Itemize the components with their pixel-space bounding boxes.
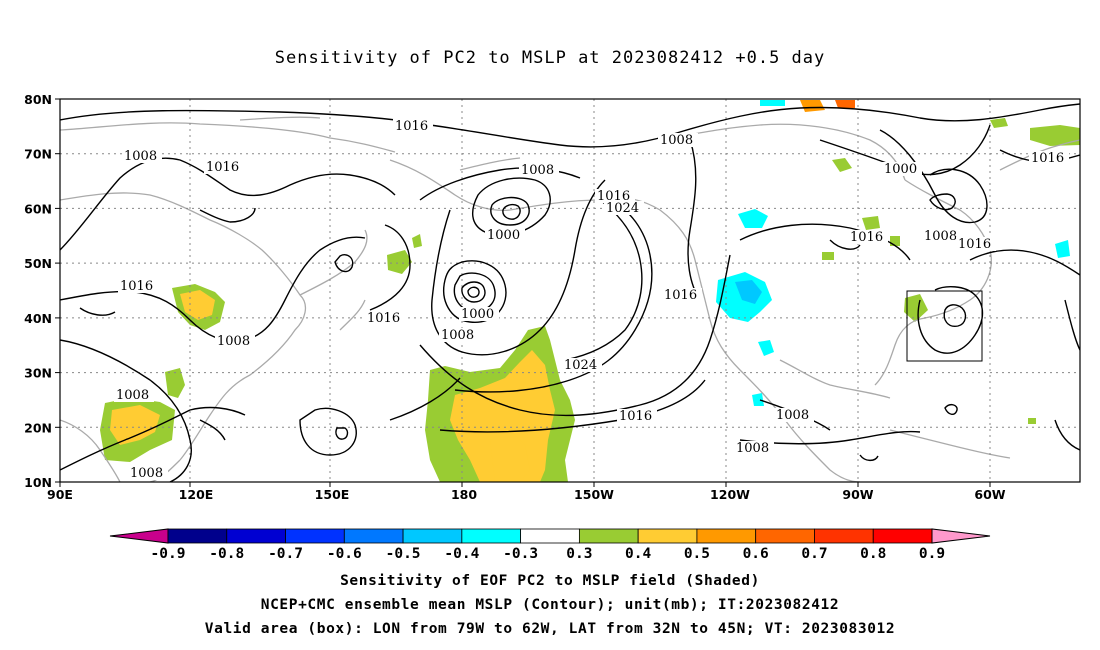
colorbar: -0.9 -0.8 -0.7 -0.6 -0.5 -0.4 -0.3 0.3 0.4 0.5 0.6… bbox=[109, 528, 991, 562]
colorbar-swatch bbox=[343, 528, 404, 544]
contour-label: 1024 bbox=[564, 358, 597, 373]
colorbar-swatch bbox=[226, 528, 286, 544]
lat-label: 30N bbox=[24, 366, 52, 381]
lat-label: 80N bbox=[24, 92, 52, 107]
colorbar-label: -0.5 bbox=[386, 546, 421, 562]
contour-label: 1008 bbox=[521, 163, 554, 178]
contour-label: 1016 bbox=[395, 119, 428, 134]
contour-label: 1008 bbox=[124, 149, 157, 164]
colorbar-swatch bbox=[637, 528, 698, 544]
colorbar-label: -0.3 bbox=[503, 546, 538, 562]
lon-label: 120E bbox=[179, 487, 214, 502]
contour-label: 1000 bbox=[884, 162, 917, 177]
axis-ticks bbox=[55, 98, 991, 487]
contour-label: 1000 bbox=[487, 228, 520, 243]
contour-label: 1024 bbox=[606, 201, 639, 216]
contour-label: 1016 bbox=[597, 189, 630, 204]
lat-label: 70N bbox=[24, 147, 52, 162]
colorbar-label: 0.6 bbox=[743, 546, 769, 562]
colorbar-swatch bbox=[402, 528, 463, 544]
contour-label: 1008 bbox=[736, 441, 769, 456]
latitude-labels: 80N 70N 60N 50N 40N 30N 20N 10N bbox=[24, 92, 52, 490]
contour-label: 1008 bbox=[441, 328, 474, 343]
colorbar-label: -0.7 bbox=[268, 546, 303, 562]
contour-label: 1000 bbox=[461, 307, 494, 322]
contour-label: 1008 bbox=[116, 388, 149, 403]
contour-label: 1008 bbox=[776, 408, 809, 423]
caption-line-1: Sensitivity of EOF PC2 to MSLP field (Sh… bbox=[340, 573, 760, 589]
map-frame bbox=[59, 98, 1081, 483]
mslp-contours bbox=[60, 103, 1080, 482]
contour-label: 1016 bbox=[206, 160, 239, 175]
contour-label: 1016 bbox=[619, 409, 652, 424]
contour-label: 1016 bbox=[664, 288, 697, 303]
lon-label: 90E bbox=[47, 487, 73, 502]
colorbar-swatch bbox=[461, 528, 522, 544]
contour-label: 1008 bbox=[660, 133, 693, 148]
colorbar-swatch bbox=[696, 528, 757, 544]
lon-label: 90W bbox=[842, 487, 873, 502]
colorbar-swatch bbox=[578, 528, 639, 544]
colorbar-swatch-low bbox=[109, 528, 169, 544]
colorbar-label: 0.8 bbox=[860, 546, 886, 562]
colorbar-swatch bbox=[520, 528, 580, 544]
colorbar-swatch bbox=[167, 528, 228, 544]
lat-label: 20N bbox=[24, 420, 52, 435]
colorbar-label: -0.8 bbox=[209, 546, 244, 562]
lon-label: 60W bbox=[974, 487, 1005, 502]
colorbar-swatch-high bbox=[931, 528, 991, 544]
lon-label: 150E bbox=[315, 487, 350, 502]
map-title: Sensitivity of PC2 to MSLP at 2023082412… bbox=[274, 48, 826, 68]
lon-label: 120W bbox=[710, 487, 750, 502]
colorbar-swatch bbox=[755, 528, 815, 544]
caption-line-2: NCEP+CMC ensemble mean MSLP (Contour); u… bbox=[260, 597, 840, 613]
contour-label: 1008 bbox=[217, 334, 250, 349]
contour-label: 1016 bbox=[958, 237, 991, 252]
coastlines bbox=[60, 116, 1080, 482]
contour-label: 1016 bbox=[120, 279, 153, 294]
colorbar-label: 0.4 bbox=[625, 546, 651, 562]
colorbar-label: -0.4 bbox=[444, 546, 479, 562]
colorbar-label: 0.5 bbox=[684, 546, 710, 562]
colorbar-label: 0.9 bbox=[919, 546, 945, 562]
caption-line-3: Valid area (box): LON from 79W to 62W, L… bbox=[204, 621, 896, 637]
contour-label: 1008 bbox=[924, 229, 957, 244]
contour-label: 1016 bbox=[367, 311, 400, 326]
lon-label: 150W bbox=[574, 487, 614, 502]
contour-labels: 1016 1008 1016 1008 1016 1016 1000 1008 … bbox=[114, 119, 1069, 481]
contour-label: 1016 bbox=[850, 230, 883, 245]
colorbar-swatch bbox=[872, 528, 933, 544]
valid-area-box bbox=[906, 290, 983, 362]
lat-label: 60N bbox=[24, 201, 52, 216]
contour-label: 1016 bbox=[1031, 151, 1064, 166]
colorbar-swatch bbox=[285, 528, 345, 544]
colorbar-label: -0.6 bbox=[327, 546, 362, 562]
colorbar-label: -0.9 bbox=[151, 546, 186, 562]
longitude-labels: 90E 120E 150E 180 150W 120W 90W 60W bbox=[47, 487, 1006, 502]
lat-label: 10N bbox=[24, 475, 52, 490]
contour-label: 1008 bbox=[130, 466, 163, 481]
lat-label: 40N bbox=[24, 311, 52, 326]
colorbar-swatch bbox=[814, 528, 874, 544]
lon-label: 180 bbox=[451, 487, 477, 502]
lat-label: 50N bbox=[24, 256, 52, 271]
colorbar-label: 0.3 bbox=[566, 546, 592, 562]
colorbar-label: 0.7 bbox=[801, 546, 827, 562]
